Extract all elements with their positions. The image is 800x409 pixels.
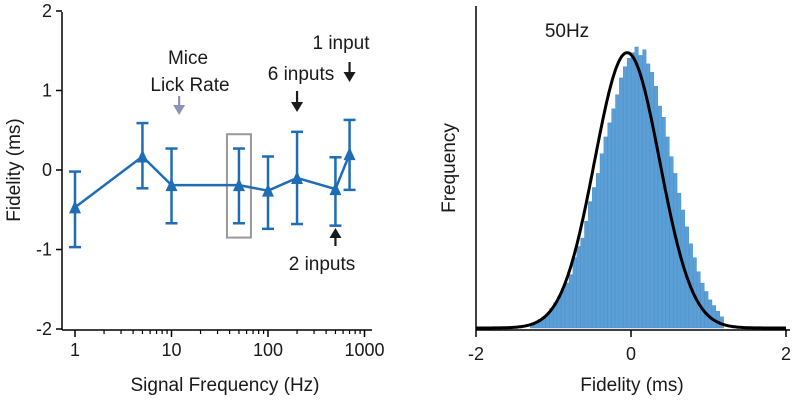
histogram-bar [654, 86, 658, 329]
histogram-x-tick-label: -2 [468, 344, 484, 364]
histogram-bar [576, 246, 581, 329]
data-point [343, 147, 356, 161]
data-point [69, 200, 81, 214]
histogram-bar [580, 237, 585, 329]
annotation-2-inputs: 2 inputs [289, 254, 356, 275]
histogram-bar [634, 46, 639, 329]
histogram-bar [615, 94, 620, 329]
histogram-bar [603, 136, 608, 329]
annotation-1-input: 1 input [312, 33, 370, 54]
right-ticks: -2 0 2 [468, 330, 791, 364]
x-axis-label: Signal Frequency (Hz) [130, 375, 319, 396]
x-tick-label: 1 [70, 340, 80, 360]
histogram-x-axis-label: Fidelity (ms) [580, 375, 683, 396]
data-point [262, 183, 274, 197]
x-tick-label: 100 [253, 340, 283, 360]
arrow-2-inputs-head [329, 228, 342, 238]
arrow-mice-lick-rate-head [173, 105, 186, 115]
left-annotations: Mice Lick Rate 6 inputs 1 input 2 inputs [150, 33, 370, 275]
histogram-bar [642, 49, 647, 329]
histogram-bar [568, 274, 573, 329]
histogram-bar [673, 173, 678, 329]
histogram-bar [704, 291, 709, 329]
histogram-bar [630, 52, 635, 329]
histogram-y-axis-label: Frequency [439, 123, 460, 213]
histogram-bar [650, 72, 655, 329]
histogram-bar [592, 187, 596, 329]
left-ticks: 210-1-21 10 100 1000 [36, 1, 385, 360]
left-axes [61, 12, 372, 331]
fidelity-series [69, 118, 356, 249]
data-point [136, 149, 149, 163]
y-tick-label: -1 [36, 240, 52, 260]
histogram-bar [611, 108, 616, 329]
gaussian-fit-curve [476, 51, 786, 330]
arrow-1-input-head [343, 72, 356, 82]
series-line [74, 153, 351, 209]
histogram-x-tick-label: 0 [626, 344, 636, 364]
histogram-bar [595, 173, 600, 329]
annotation-6-inputs: 6 inputs [268, 64, 335, 85]
histogram-bar [661, 117, 666, 329]
histogram-bar [564, 282, 569, 329]
histogram-bar [638, 55, 643, 329]
histogram-bar [712, 305, 717, 329]
histogram-bar [657, 105, 662, 329]
histogram-bar [708, 299, 713, 329]
histogram-bar [626, 58, 631, 329]
fidelity-histogram-chart: -2 0 2 50Hz Fidelity (ms) Frequency [439, 6, 791, 396]
histogram-bar [607, 122, 612, 329]
y-tick-label: 0 [42, 160, 52, 180]
histogram-x-tick-label: 2 [781, 344, 791, 364]
arrow-6-inputs-head [291, 102, 304, 112]
x-tick-label: 10 [161, 340, 181, 360]
histogram-bars [530, 46, 724, 329]
histogram-bar [588, 201, 593, 329]
histogram-title: 50Hz [545, 21, 589, 42]
data-point [232, 178, 245, 192]
y-tick-label: 1 [42, 81, 52, 101]
histogram-bar [584, 221, 589, 329]
x-tick-label: 1000 [344, 340, 384, 360]
histogram-bar [665, 136, 670, 329]
y-tick-label: 2 [42, 1, 52, 21]
histogram-bar [669, 156, 674, 329]
histogram-bar [716, 310, 720, 329]
histogram-bar [623, 66, 627, 329]
data-point [291, 170, 304, 184]
annotation-lick-rate: Lick Rate [150, 75, 229, 96]
histogram-bar [572, 257, 577, 329]
right-axes [475, 6, 790, 331]
data-point [329, 182, 342, 196]
y-tick-label: -2 [36, 319, 52, 339]
histogram-bar [646, 63, 651, 329]
histogram-bar [619, 77, 624, 329]
histogram-bar [599, 153, 604, 329]
annotation-mice: Mice [168, 48, 208, 69]
y-axis-label: Fidelity (ms) [4, 118, 25, 221]
data-point [165, 178, 178, 192]
